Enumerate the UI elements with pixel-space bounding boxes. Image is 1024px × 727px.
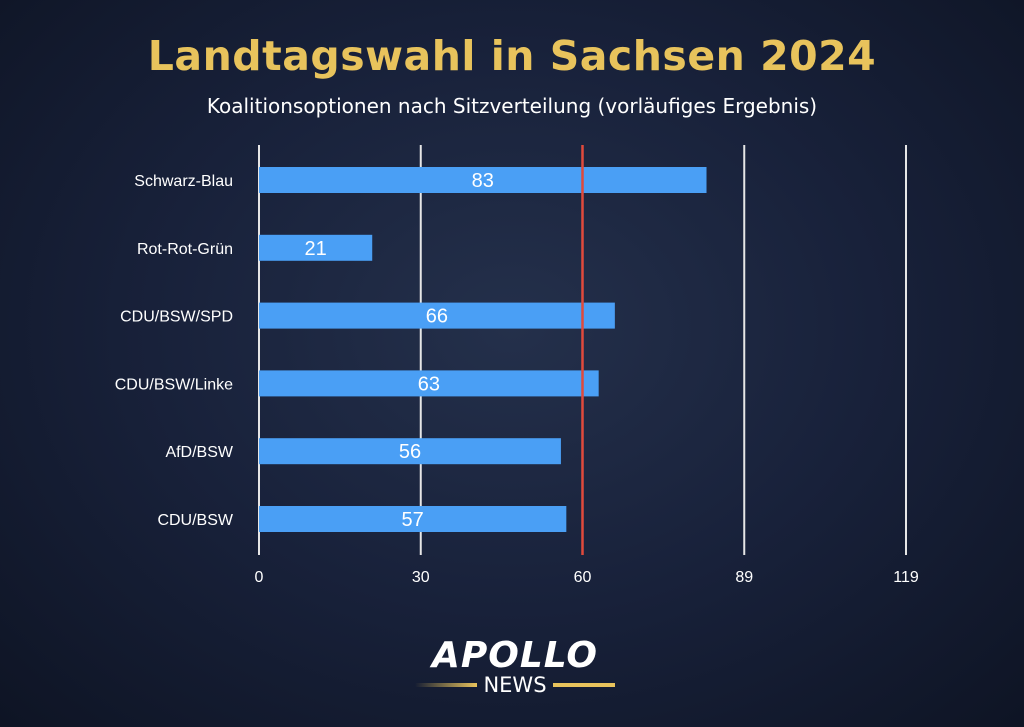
category-label: CDU/BSW/Linke: [115, 376, 233, 393]
bar: [259, 438, 561, 465]
bar: [259, 370, 599, 397]
category-label: CDU/BSW: [157, 512, 233, 529]
data-label: 66: [426, 306, 448, 328]
category-label: AfD/BSW: [165, 444, 233, 461]
apollo-news-logo: APOLLO NEWS: [400, 636, 630, 706]
x-tick-label: 30: [412, 569, 430, 586]
data-label: 83: [472, 170, 494, 192]
logo-line-left: [415, 683, 478, 687]
x-tick-label: 0: [255, 569, 264, 586]
x-tick-label: 119: [893, 569, 919, 586]
category-label: CDU/BSW/SPD: [120, 309, 233, 326]
x-tick-label: 60: [574, 569, 592, 586]
category-label: Schwarz-Blau: [134, 173, 233, 190]
logo-sub-text: NEWS: [483, 673, 547, 697]
chart-subtitle: Koalitionsoptionen nach Sitzverteilung (…: [206, 94, 818, 118]
data-label: 63: [418, 373, 440, 395]
logo-line-right: [552, 683, 615, 687]
data-label: 57: [402, 509, 424, 531]
category-label: Rot-Rot-Grün: [137, 241, 233, 258]
logo-main-text: APOLLO: [431, 635, 599, 676]
bar: [259, 167, 707, 193]
x-tick-label: 89: [735, 569, 753, 586]
bar: [259, 506, 567, 532]
bar: [259, 234, 373, 261]
data-label: 56: [399, 441, 421, 463]
chart-title: Landtagswahl in Sachsen 2024: [147, 32, 877, 80]
data-label: 21: [304, 238, 326, 260]
bar: [259, 302, 615, 329]
